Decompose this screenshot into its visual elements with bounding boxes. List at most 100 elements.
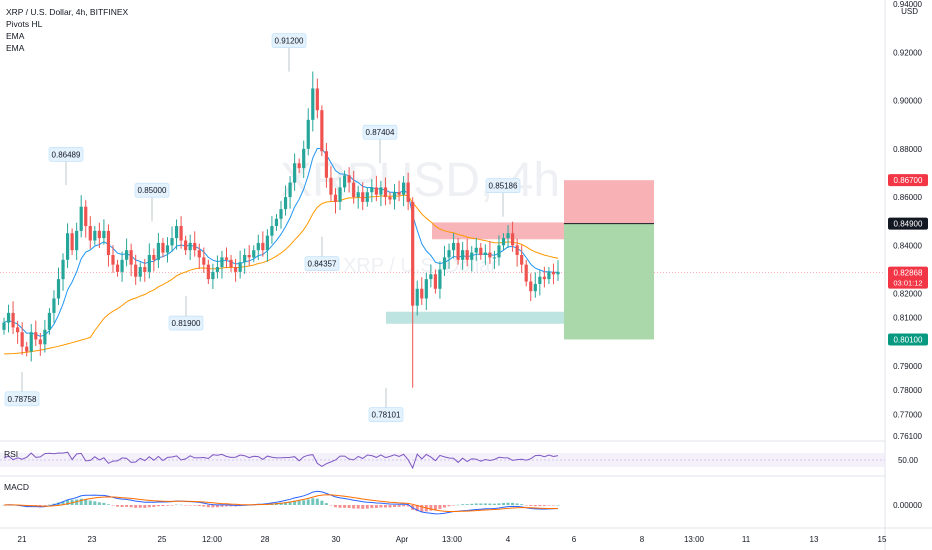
candle-body [433, 274, 437, 289]
macd-pane[interactable]: 0.00000 [0, 475, 923, 515]
time-axis[interactable]: 21 23 25 12:00 28 30 Apr 13:00 4 6 8 13:00 11 13 15 [0, 527, 932, 544]
macd-histogram-bar [152, 505, 156, 507]
indicator-ema-label[interactable]: EMA [6, 31, 25, 41]
macd-label[interactable]: MACD [4, 482, 30, 492]
candle-body [542, 276, 546, 280]
macd-histogram-bar [447, 505, 451, 507]
macd-histogram-bar [502, 502, 506, 505]
candle-body [43, 329, 47, 345]
candle-body [61, 259, 65, 280]
candle-body [520, 254, 524, 265]
rsi-pane[interactable]: 50.00 [0, 440, 919, 470]
short-position-tool[interactable] [564, 180, 654, 340]
candle-body [52, 298, 56, 313]
candlestick-series[interactable] [2, 71, 560, 388]
macd-histogram-bar [279, 502, 283, 505]
pivot-label: 0.91200 [275, 37, 304, 46]
candle-body [102, 230, 106, 239]
candle-body [361, 192, 365, 202]
rsi-label[interactable]: RSI [4, 449, 19, 459]
pivot-label-box [368, 407, 404, 423]
take-profit-area [564, 223, 654, 340]
candle-body [274, 218, 279, 227]
rsi-band [0, 453, 885, 467]
candle-body [106, 230, 111, 255]
macd-histogram-bar [352, 505, 356, 509]
macd-histogram-bar [179, 504, 183, 506]
candle-body [202, 257, 206, 265]
macd-histogram-bar [374, 505, 378, 508]
macd-histogram-bar [556, 504, 560, 506]
price-badge [888, 217, 928, 230]
pivot-label: 0.78758 [8, 395, 37, 404]
macd-histogram-bar [125, 505, 129, 507]
time-tick-label: 13:00 [442, 535, 463, 544]
candle-body [461, 250, 465, 260]
candle-body [129, 250, 133, 265]
candle-body [288, 182, 292, 198]
price-tick-label: 0.86000 [893, 193, 922, 202]
macd-histogram-bar [542, 505, 546, 506]
macd-histogram-bar [188, 505, 192, 506]
macd-histogram-bar [175, 504, 179, 506]
pivot-label-box [134, 182, 170, 198]
candle-body [352, 182, 356, 198]
candle-body [252, 250, 256, 258]
candle-body [551, 271, 556, 275]
macd-histogram-bar [474, 503, 478, 505]
candle-body [115, 264, 120, 272]
candle-body [220, 257, 224, 268]
candle-body [25, 346, 29, 352]
candle-body [383, 187, 388, 198]
chart-legend: XRP / U.S. Dollar, 4h, BITFINEX Pivots H… [6, 6, 128, 54]
candle-body [134, 264, 138, 277]
macd-histogram-bar [225, 505, 229, 507]
candle-body [211, 271, 215, 280]
macd-histogram-bar [220, 505, 224, 507]
candle-body [365, 192, 369, 202]
candle-body [442, 257, 447, 270]
candle-body [492, 257, 497, 259]
candle-body [515, 245, 519, 255]
pivot-labels: 0.78758 0.86489 0.85000 0.81900 0.91200 0.874… [4, 33, 521, 423]
support-zone [386, 311, 564, 324]
macd-histogram-bar [524, 505, 528, 506]
indicator-pivots-label[interactable]: Pivots HL [6, 19, 43, 29]
time-tick-label: 23 [88, 535, 97, 544]
indicator-ema-label[interactable]: EMA [6, 43, 25, 53]
candle-body [283, 197, 288, 210]
pivot-label: 0.84357 [308, 260, 337, 269]
macd-histogram-bar [66, 499, 70, 505]
macd-line [3, 490, 559, 515]
macd-histogram-bar [343, 505, 347, 508]
macd-histogram-bar [184, 505, 188, 506]
macd-histogram-bar [456, 504, 460, 506]
candle-body [415, 288, 419, 306]
candle-body [356, 192, 360, 198]
macd-histogram-bar [379, 505, 383, 508]
price-axis[interactable]: 0.94000 0.92000 0.90000 0.88000 0.86000 0.840… [884, 0, 928, 550]
candle-body [488, 252, 492, 258]
macd-histogram-bar [511, 502, 515, 505]
macd-histogram-bar [383, 505, 387, 508]
macd-histogram-bar [361, 505, 365, 509]
time-tick-label: 13 [810, 535, 819, 544]
macd-histogram-bar [515, 503, 519, 505]
time-tick-label: 13:00 [684, 535, 705, 544]
price-tick-label: 0.94000 [893, 0, 922, 9]
candle-body [342, 175, 347, 188]
pivot-label-box [485, 178, 521, 194]
time-tick-label: 6 [572, 535, 577, 544]
candle-body [70, 233, 74, 251]
candle-body [374, 187, 378, 195]
macd-histogram-bar [111, 505, 115, 506]
macd-zero-label: 0.00000 [893, 501, 922, 510]
candle-body [179, 226, 183, 241]
macd-histogram-bar [338, 505, 342, 508]
macd-histogram-bar [506, 502, 510, 505]
candle-body [392, 192, 397, 200]
symbol-title[interactable]: XRP / U.S. Dollar, 4h, BITFINEX [6, 7, 129, 17]
macd-histogram-bar [215, 505, 219, 508]
macd-histogram-bar [365, 505, 369, 509]
